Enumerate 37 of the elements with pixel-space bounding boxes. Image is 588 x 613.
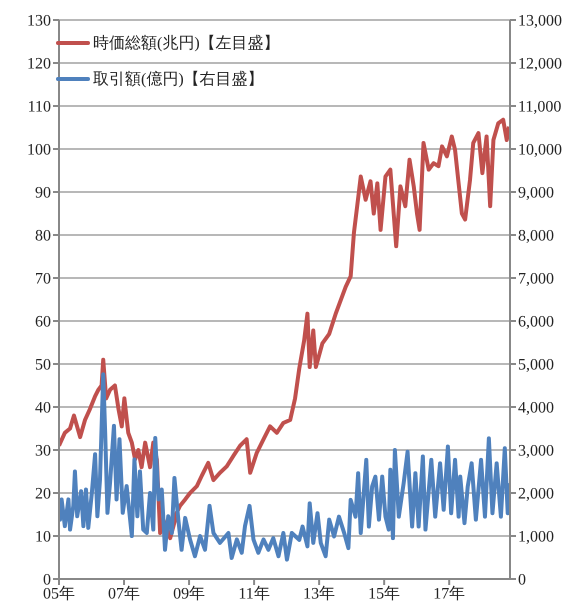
- y-tick-label: 70: [35, 270, 51, 288]
- y2-tick-label: 5,000: [518, 356, 554, 374]
- y2-tick-label: 10,000: [518, 142, 562, 159]
- y2-tick-label: 2,000: [518, 486, 554, 503]
- y-tick-label: 80: [35, 228, 51, 245]
- x-tick-label: 17年: [433, 585, 466, 602]
- y-tick-label: 60: [35, 314, 51, 331]
- y2-tick-label: 7,000: [518, 270, 554, 288]
- y-tick-label: 30: [35, 442, 51, 460]
- y-tick-label: 10: [35, 528, 51, 546]
- line-series: [59, 372, 510, 562]
- y-tick-label: 40: [35, 400, 51, 417]
- legend-label: 取引額(億円)【右目盛】: [93, 70, 264, 90]
- y2-tick-label: 9,000: [518, 184, 554, 202]
- y2-tick-label: 6,000: [518, 314, 554, 331]
- y-tick-label: 50: [35, 356, 51, 374]
- y2-tick-label: 0: [518, 572, 526, 589]
- x-tick-label: 07年: [108, 585, 140, 602]
- legend-label: 時価総額(兆円)【左目盛】: [93, 34, 280, 54]
- y-tick-label: 90: [35, 184, 51, 202]
- x-tick-label: 13年: [303, 585, 336, 602]
- y2-tick-label: 1,000: [518, 528, 554, 546]
- y-tick-label: 20: [35, 486, 51, 503]
- y2-tick-label: 13,000: [518, 12, 562, 30]
- y-tick-label: 130: [27, 12, 51, 30]
- y2-tick-label: 4,000: [518, 400, 554, 417]
- y2-tick-label: 11,000: [518, 98, 562, 116]
- y2-tick-label: 8,000: [518, 228, 554, 245]
- y-tick-label: 100: [27, 142, 51, 159]
- y-tick-label: 110: [28, 98, 51, 116]
- line-series: [59, 118, 510, 540]
- y-tick-label: 120: [27, 56, 51, 73]
- x-tick-label: 15年: [368, 585, 400, 602]
- x-tick-label: 09年: [173, 585, 206, 602]
- y2-tick-label: 3,000: [518, 442, 554, 460]
- y2-tick-label: 12,000: [518, 56, 562, 73]
- x-tick-label: 11年: [238, 585, 270, 602]
